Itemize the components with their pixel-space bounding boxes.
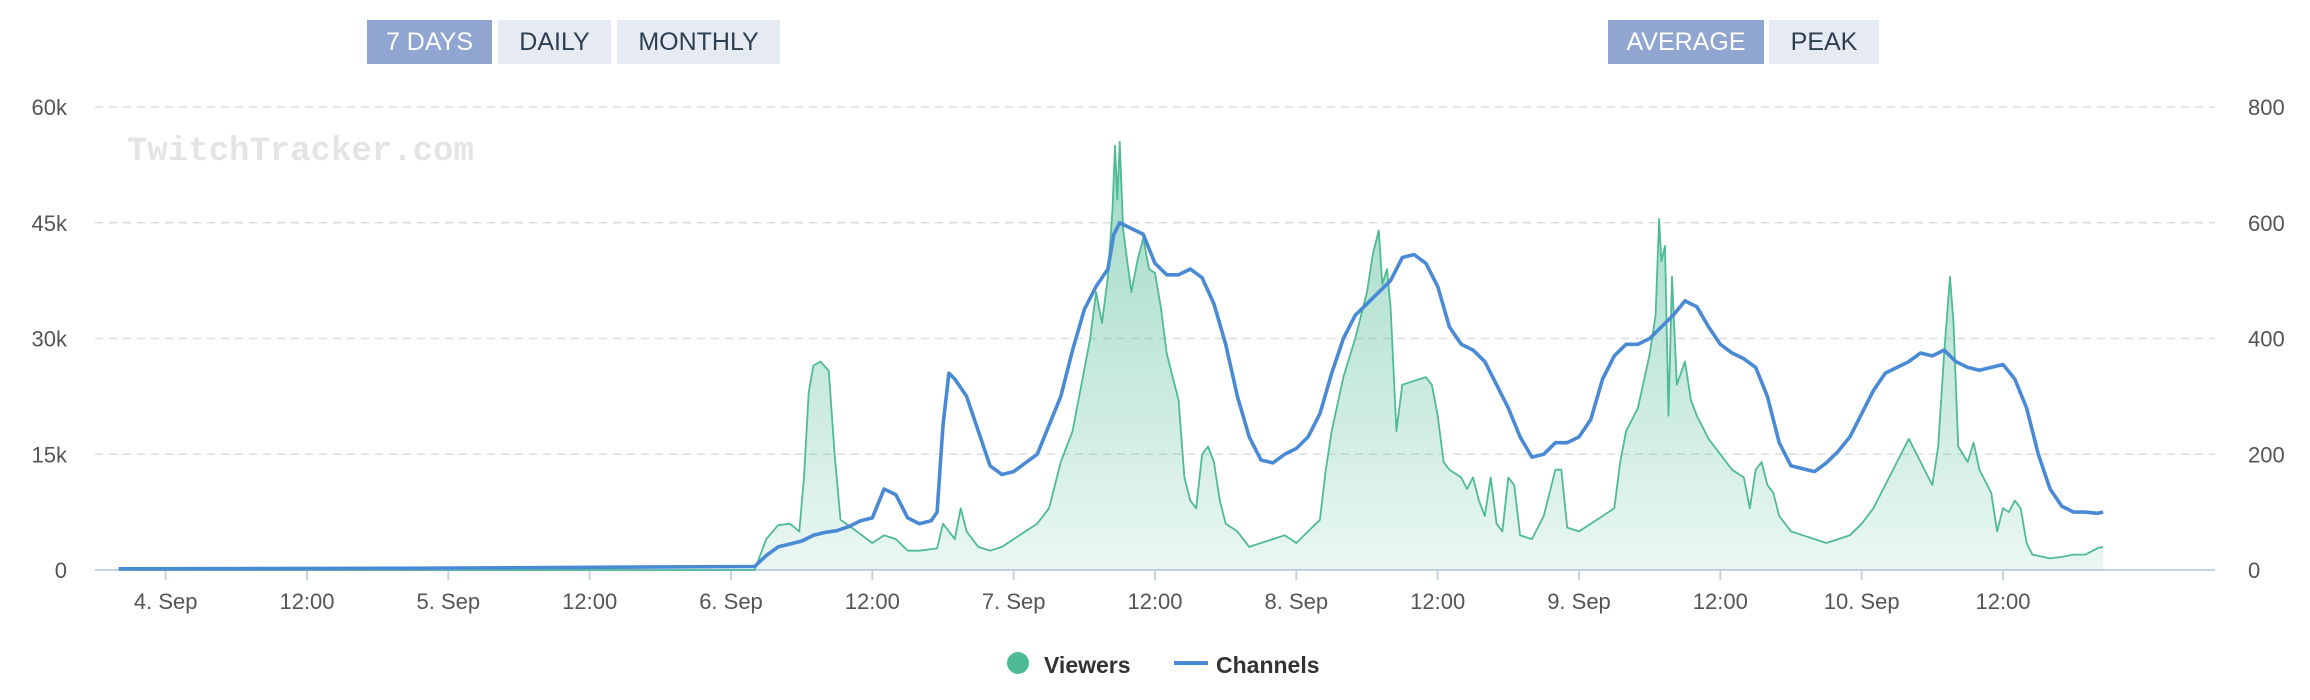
range-7-days-button[interactable]: 7 DAYS	[367, 20, 492, 64]
x-tick-label: 12:00	[279, 589, 334, 614]
mode-average-button[interactable]: AVERAGE	[1608, 20, 1764, 64]
y-left-tick-label: 45k	[32, 211, 68, 236]
channels-line	[118, 221, 2104, 571]
legend: Viewers Channels	[1007, 652, 1320, 678]
y-right-tick-label: 800	[2248, 95, 2285, 120]
viewers-line	[118, 140, 2104, 571]
x-tick-label: 8. Sep	[1265, 589, 1329, 614]
series-layer	[118, 140, 2104, 571]
mode-peak-button[interactable]: PEAK	[1769, 20, 1879, 64]
y-right-tick-label: 0	[2248, 558, 2260, 583]
y-left-tick-label: 60k	[32, 95, 68, 120]
y-axis-right: 0 200 400 600 800	[2248, 95, 2285, 583]
y-left-tick-label: 0	[55, 558, 67, 583]
x-tick-label: 12:00	[562, 589, 617, 614]
legend-channels-label[interactable]: Channels	[1216, 652, 1320, 678]
x-tick-label: 5. Sep	[417, 589, 481, 614]
x-tick-label: 12:00	[1693, 589, 1748, 614]
legend-viewers-marker	[1007, 652, 1029, 674]
range-daily-button[interactable]: DAILY	[498, 20, 611, 64]
range-monthly-button[interactable]: MONTHLY	[617, 20, 780, 64]
y-right-tick-label: 200	[2248, 442, 2285, 467]
grid-lines	[95, 106, 2215, 455]
x-tick-label: 12:00	[1127, 589, 1182, 614]
y-right-tick-label: 400	[2248, 327, 2285, 352]
legend-viewers-label[interactable]: Viewers	[1044, 652, 1131, 678]
x-tick-label: 6. Sep	[699, 589, 763, 614]
x-tick-label: 7. Sep	[982, 589, 1046, 614]
x-tick-label: 9. Sep	[1547, 589, 1611, 614]
x-tick-label: 12:00	[1975, 589, 2030, 614]
x-tick-label: 12:00	[845, 589, 900, 614]
x-tick-label: 10. Sep	[1824, 589, 1900, 614]
x-axis: 4. Sep 12:00 5. Sep 12:00 6. Sep 12:00 7. Sep 1…	[95, 569, 2215, 614]
x-tick-label: 4. Sep	[134, 589, 198, 614]
y-left-tick-label: 15k	[32, 442, 68, 467]
viewers-area	[118, 141, 2104, 570]
x-tick-label: 12:00	[1410, 589, 1465, 614]
y-left-tick-label: 30k	[32, 327, 68, 352]
y-axis-left: 0 15k 30k 45k 60k	[32, 95, 68, 583]
y-right-tick-label: 600	[2248, 211, 2285, 236]
watermark: TwitchTracker.com	[127, 133, 474, 171]
